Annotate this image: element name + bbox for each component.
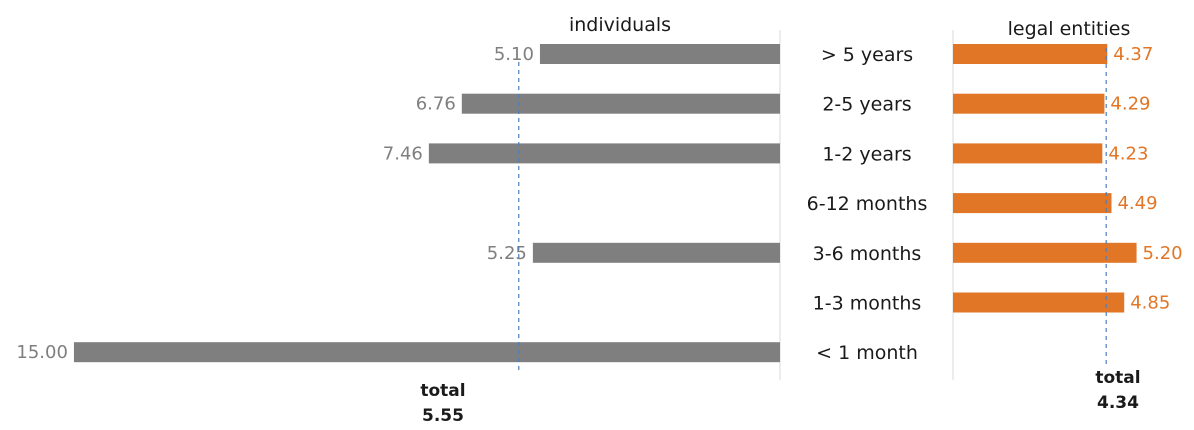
- legal-entities-value-2-5-years: 4.29: [1110, 94, 1150, 115]
- legal-entities-header: legal entities: [1008, 18, 1131, 40]
- category-label-1-month: < 1 month: [816, 342, 918, 364]
- category-label-1-2-years: 1-2 years: [822, 143, 911, 165]
- legal-entities-value-1-3-months: 4.85: [1130, 293, 1170, 314]
- legal-entities-bar-3-6-months: [953, 242, 1137, 263]
- legal-entities-total-label: total: [1095, 368, 1140, 388]
- totals-layer: [518, 48, 1107, 374]
- individuals-value-1-month: 15.00: [16, 342, 68, 363]
- individuals-value-5-years: 5.10: [494, 44, 534, 65]
- legal-entities-value-6-12-months: 4.49: [1117, 193, 1157, 214]
- individuals-bar-1-month: [73, 342, 780, 363]
- legal-entities-bar-6-12-months: [953, 193, 1112, 214]
- individuals-bar-3-6-months: [532, 242, 780, 263]
- legal-entities-total-value: 4.34: [1097, 393, 1139, 413]
- category-label-2-5-years: 2-5 years: [822, 94, 911, 116]
- individuals-total-label: total: [420, 381, 465, 401]
- legal-entities-bar-1-2-years: [953, 143, 1103, 164]
- individuals-bar-5-years: [539, 44, 780, 64]
- legal-entities-value-3-6-months: 5.20: [1143, 243, 1183, 264]
- legal-entities-value-1-2-years: 4.23: [1108, 143, 1148, 164]
- category-label-6-12-months: 6-12 months: [807, 193, 928, 215]
- individuals-bar-2-5-years: [461, 93, 780, 114]
- category-label-1-3-months: 1-3 months: [813, 293, 922, 315]
- category-label-3-6-months: 3-6 months: [813, 243, 922, 265]
- individuals-total-value: 5.55: [422, 406, 464, 426]
- individuals-value-1-2-years: 7.46: [383, 143, 423, 164]
- legal-entities-value-5-years: 4.37: [1113, 44, 1153, 65]
- individuals-value-3-6-months: 5.25: [487, 243, 527, 264]
- legal-entities-bar-1-3-months: [953, 292, 1125, 313]
- bars-layer: > 5 years 5.10 4.37 2-5 years 6.76 4.29 1-2 ye…: [16, 44, 1183, 364]
- category-label-5-years: > 5 years: [821, 44, 913, 66]
- individuals-value-2-5-years: 6.76: [416, 94, 456, 115]
- legal-entities-bar-5-years: [953, 44, 1108, 64]
- individuals-bar-1-2-years: [428, 143, 780, 164]
- individuals-header: individuals: [569, 14, 671, 36]
- legal-entities-bar-2-5-years: [953, 93, 1105, 114]
